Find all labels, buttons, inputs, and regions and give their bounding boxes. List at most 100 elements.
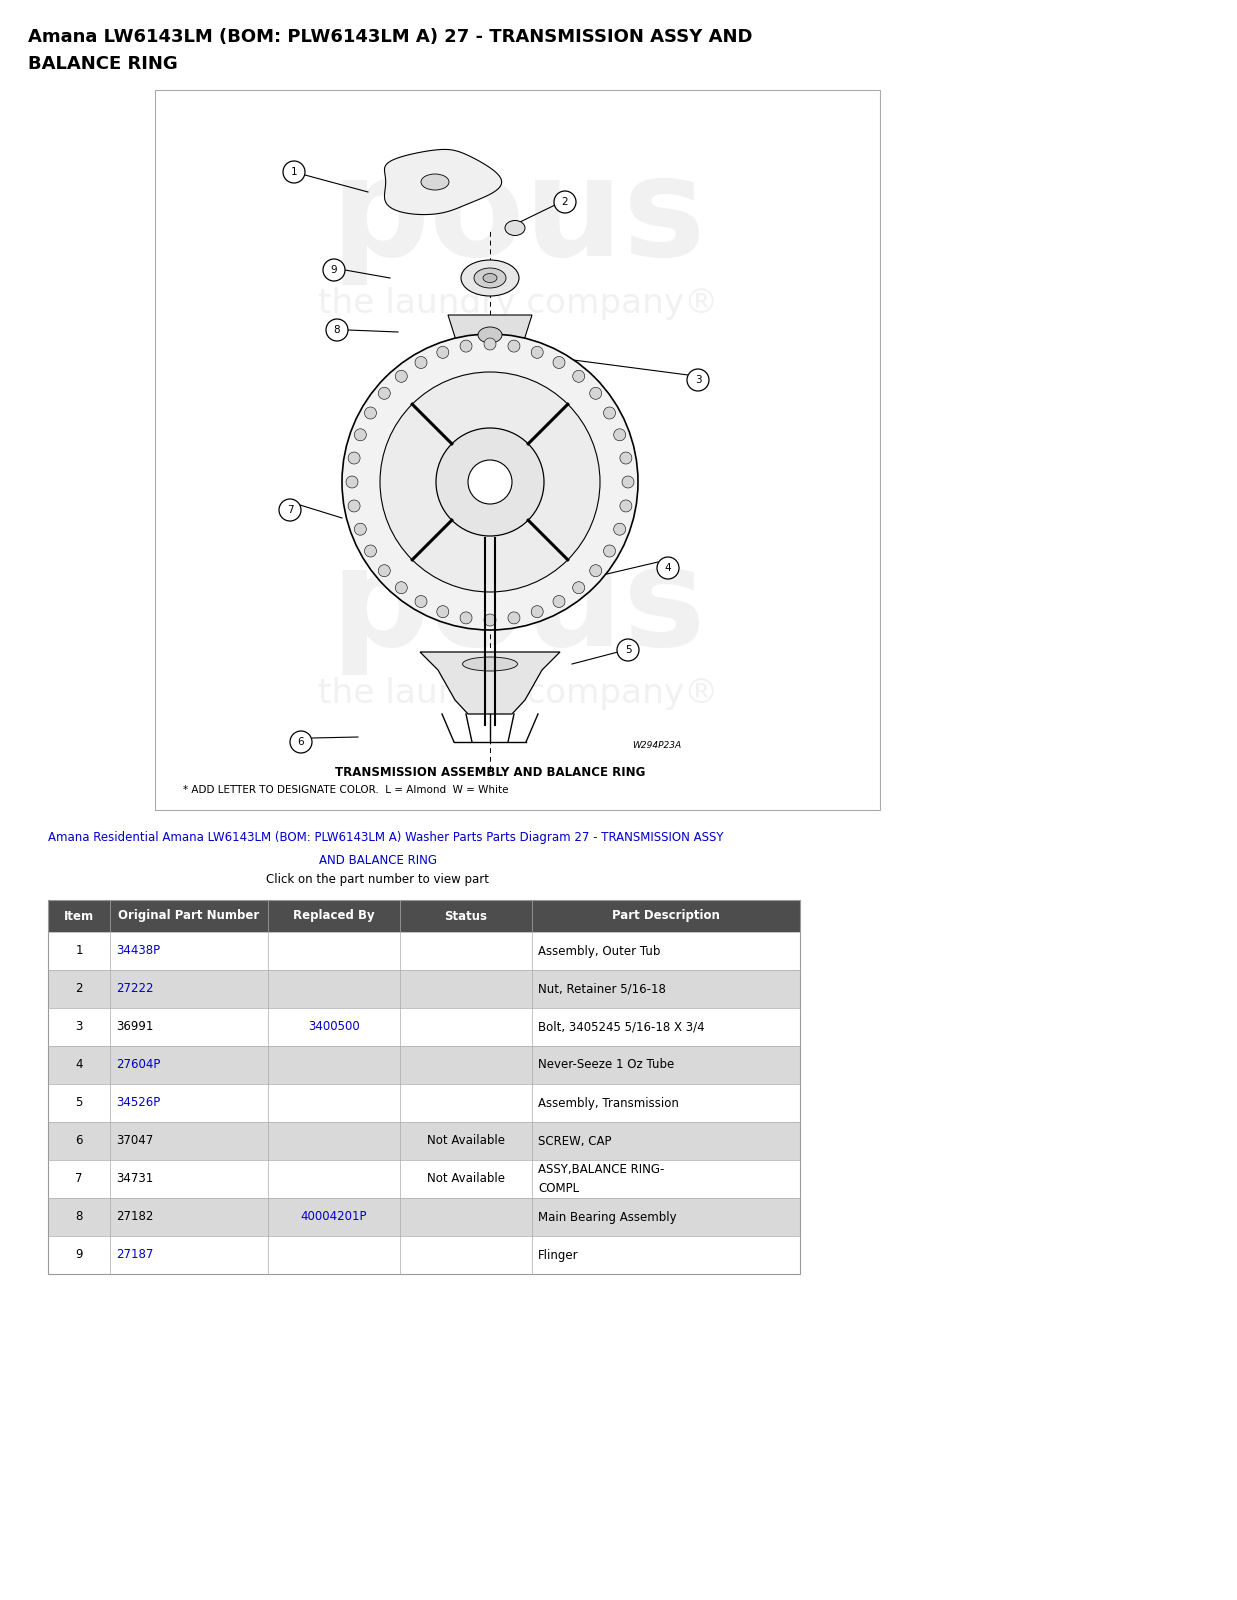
Text: 3400500: 3400500 (308, 1021, 360, 1034)
Bar (268, 1046, 400, 1085)
Text: 7: 7 (287, 506, 293, 515)
Text: 1: 1 (75, 944, 83, 957)
Text: 37047: 37047 (116, 1134, 153, 1147)
Text: Never-Seeze 1 Oz Tube: Never-Seeze 1 Oz Tube (538, 1059, 674, 1072)
Bar (48, 970, 110, 1008)
Bar (110, 1160, 268, 1198)
Text: 8: 8 (334, 325, 340, 334)
Bar (400, 1085, 532, 1122)
Bar (268, 1160, 400, 1198)
Circle shape (414, 595, 427, 608)
Polygon shape (385, 149, 502, 214)
Text: 34731: 34731 (116, 1173, 153, 1186)
Bar (110, 1235, 268, 1274)
Circle shape (396, 370, 407, 382)
Polygon shape (421, 653, 560, 714)
Text: COMPL: COMPL (538, 1181, 579, 1195)
Bar (268, 1198, 400, 1235)
Ellipse shape (505, 221, 524, 235)
Bar (48, 1235, 110, 1274)
Text: 4: 4 (664, 563, 672, 573)
Text: Main Bearing Assembly: Main Bearing Assembly (538, 1211, 677, 1224)
Circle shape (620, 453, 632, 464)
Circle shape (553, 595, 565, 608)
Bar (532, 970, 800, 1008)
Circle shape (323, 259, 345, 282)
Circle shape (573, 370, 585, 382)
Bar (532, 1122, 800, 1160)
Text: 8: 8 (75, 1211, 83, 1224)
Circle shape (354, 429, 366, 442)
Bar (268, 1008, 400, 1046)
Bar (268, 970, 400, 1008)
Bar (110, 970, 268, 1008)
Text: * ADD LETTER TO DESIGNATE COLOR.  L = Almond  W = White: * ADD LETTER TO DESIGNATE COLOR. L = Alm… (183, 786, 508, 795)
Circle shape (437, 606, 449, 618)
Text: Status: Status (444, 909, 487, 923)
Text: 27222: 27222 (116, 982, 153, 995)
Text: 1: 1 (291, 166, 297, 178)
Bar (532, 899, 800, 931)
Ellipse shape (461, 259, 520, 296)
Circle shape (289, 731, 312, 754)
Text: Flinger: Flinger (538, 1248, 579, 1261)
Circle shape (365, 406, 376, 419)
Text: 3: 3 (75, 1021, 83, 1034)
Circle shape (590, 565, 601, 576)
Circle shape (468, 461, 512, 504)
Text: 6: 6 (75, 1134, 83, 1147)
Circle shape (484, 614, 496, 626)
Text: 34526P: 34526P (116, 1096, 161, 1109)
Circle shape (354, 523, 366, 534)
Circle shape (508, 341, 520, 352)
Circle shape (396, 582, 407, 594)
Circle shape (346, 477, 357, 488)
Text: Not Available: Not Available (427, 1134, 505, 1147)
Bar (532, 1160, 800, 1198)
Text: Click on the part number to view part: Click on the part number to view part (266, 874, 490, 886)
Circle shape (657, 557, 679, 579)
Text: 27187: 27187 (116, 1248, 153, 1261)
Text: Amana Residential Amana LW6143LM (BOM: PLW6143LM A) Washer Parts Parts Diagram 2: Amana Residential Amana LW6143LM (BOM: P… (48, 832, 724, 845)
Bar (110, 1122, 268, 1160)
Bar (400, 1122, 532, 1160)
Bar (48, 899, 110, 931)
Text: AND BALANCE RING: AND BALANCE RING (319, 853, 437, 867)
Bar (532, 1085, 800, 1122)
Circle shape (617, 638, 640, 661)
Circle shape (348, 453, 360, 464)
Circle shape (435, 427, 544, 536)
Text: 3: 3 (695, 374, 701, 386)
Circle shape (531, 346, 543, 358)
Ellipse shape (481, 357, 499, 368)
Text: SCREW, CAP: SCREW, CAP (538, 1134, 611, 1147)
Ellipse shape (477, 326, 502, 342)
Bar (532, 931, 800, 970)
Circle shape (327, 318, 348, 341)
Circle shape (508, 611, 520, 624)
Bar (400, 1160, 532, 1198)
Bar (400, 1198, 532, 1235)
Text: 7: 7 (75, 1173, 83, 1186)
Text: 40004201P: 40004201P (301, 1211, 367, 1224)
Bar (400, 1046, 532, 1085)
Bar (48, 1085, 110, 1122)
Bar (48, 1046, 110, 1085)
Text: pous: pous (330, 541, 705, 675)
Bar (400, 1008, 532, 1046)
Bar (48, 1198, 110, 1235)
Text: Amana LW6143LM (BOM: PLW6143LM A) 27 - TRANSMISSION ASSY AND: Amana LW6143LM (BOM: PLW6143LM A) 27 - T… (28, 27, 752, 46)
Text: Bolt, 3405245 5/16-18 X 3/4: Bolt, 3405245 5/16-18 X 3/4 (538, 1021, 705, 1034)
Bar (268, 1122, 400, 1160)
Ellipse shape (463, 658, 517, 670)
Text: Replaced By: Replaced By (293, 909, 375, 923)
Bar (48, 1122, 110, 1160)
Bar (110, 1008, 268, 1046)
Text: 2: 2 (562, 197, 568, 206)
Bar (532, 1235, 800, 1274)
Circle shape (379, 565, 391, 576)
Bar (110, 931, 268, 970)
Ellipse shape (421, 174, 449, 190)
Bar (110, 1085, 268, 1122)
Bar (48, 1008, 110, 1046)
